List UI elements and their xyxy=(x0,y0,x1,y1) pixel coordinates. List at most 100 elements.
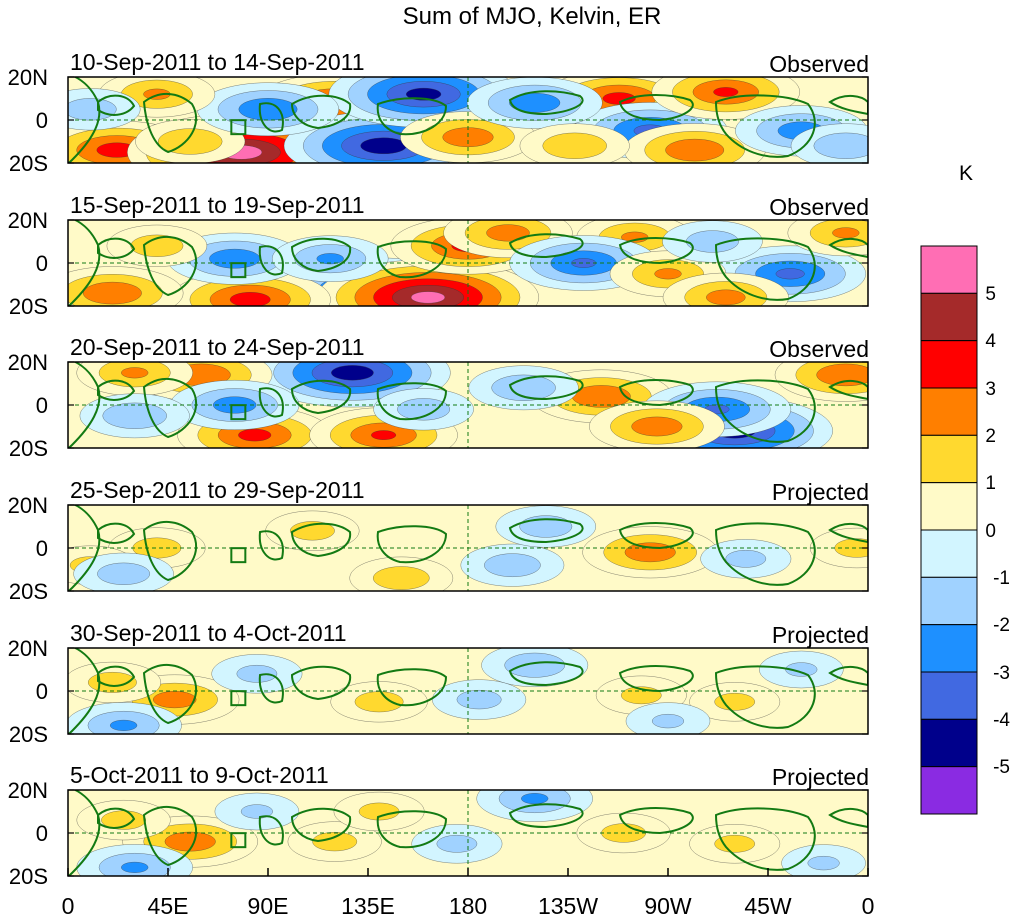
contour-fill xyxy=(491,374,556,401)
colorbar-swatch xyxy=(920,766,978,815)
colorbar-swatch xyxy=(920,434,978,484)
contour-fill xyxy=(312,832,358,852)
x-tick-label: 45W xyxy=(744,893,792,919)
y-tick-label: 20S xyxy=(9,579,48,604)
contour-fill xyxy=(238,98,298,121)
y-tick-label: 20S xyxy=(9,294,48,319)
y-tick-label: 0 xyxy=(36,536,48,561)
map-panel: 20N 0 20S 20-Sep-2011 to 24-Sep-2011 Observe… xyxy=(8,334,869,461)
y-tick-label: 20N xyxy=(8,636,48,661)
contour-fill xyxy=(229,292,271,306)
colorbar-swatch xyxy=(920,529,978,578)
panel-period-label: 5-Oct-2011 to 9-Oct-2011 xyxy=(70,762,329,788)
contour-fill xyxy=(240,804,273,819)
warm-anomaly xyxy=(400,111,536,163)
contour-fill xyxy=(209,248,261,269)
y-tick-label: 20S xyxy=(9,864,48,889)
contour-fill xyxy=(316,253,344,265)
figure-title: Sum of MJO, Kelvin, ER xyxy=(403,3,662,30)
contour-fill xyxy=(83,281,142,305)
reference-box xyxy=(230,404,247,421)
contour-fill xyxy=(371,430,397,440)
colorbar-level-label: -1 xyxy=(993,568,1010,589)
contour-fill xyxy=(164,831,216,852)
colorbar-level-label: 1 xyxy=(985,473,996,494)
cold-anomaly xyxy=(468,365,579,411)
warm-anomaly xyxy=(349,556,454,591)
warm-anomaly xyxy=(98,77,216,118)
warm-anomaly xyxy=(623,123,766,163)
contour-fill xyxy=(397,398,450,421)
cold-anomaly xyxy=(79,393,190,439)
colorbar-level-label: 2 xyxy=(985,426,996,447)
panel-status-label: Projected xyxy=(772,622,869,648)
y-tick-label: 20N xyxy=(8,493,48,518)
cold-anomaly xyxy=(211,654,303,694)
warm-anomaly xyxy=(287,821,382,862)
panel-status-label: Observed xyxy=(769,194,869,220)
y-tick-label: 0 xyxy=(36,251,48,276)
cold-anomaly xyxy=(625,702,711,734)
colorbar-swatch xyxy=(920,671,978,720)
y-tick-label: 0 xyxy=(36,821,48,846)
contour-fill xyxy=(102,402,167,429)
contour-fill xyxy=(88,672,137,693)
reference-box xyxy=(230,119,247,136)
contour-fill xyxy=(542,132,607,159)
contour-fill xyxy=(110,719,138,731)
cold-anomaly xyxy=(662,220,763,263)
panel-status-label: Projected xyxy=(772,479,869,505)
contour-fill xyxy=(665,138,725,162)
contour-fill xyxy=(236,665,278,683)
map-panel: 20N 0 20S 5-Oct-2011 to 9-Oct-2011 Projected xyxy=(8,762,869,889)
contour-fill xyxy=(153,691,197,709)
contour-fill xyxy=(521,793,549,805)
warm-anomaly xyxy=(68,266,184,306)
x-tick-label: 90W xyxy=(644,893,692,919)
colorbar: K 5 4 3 2 1 0 -1 -2 -3 -4 -5 xyxy=(920,162,1010,815)
warm-anomaly xyxy=(651,77,800,120)
contour-fill xyxy=(436,835,478,853)
colorbar-frame xyxy=(920,245,978,815)
contour-fill xyxy=(652,714,684,729)
contour-fill xyxy=(373,566,430,590)
contour-fill xyxy=(832,227,860,239)
panel-period-label: 20-Sep-2011 to 24-Sep-2011 xyxy=(70,334,365,360)
panel-period-label: 30-Sep-2011 to 4-Oct-2011 xyxy=(70,620,347,646)
colorbar-level-label: -5 xyxy=(993,757,1010,778)
cold-anomaly xyxy=(790,123,868,163)
reference-box xyxy=(230,690,247,707)
x-axis: 0 45E 90E 135E 180 135W 90W 45W 0 xyxy=(62,868,874,919)
contour-fill xyxy=(354,691,404,713)
cold-anomaly xyxy=(68,702,182,734)
y-tick-label: 20N xyxy=(8,778,48,803)
y-tick-label: 20S xyxy=(9,436,48,461)
panel-status-label: Observed xyxy=(769,336,869,362)
warm-anomaly xyxy=(265,510,360,551)
cold-anomaly xyxy=(73,552,174,591)
y-tick-label: 0 xyxy=(36,108,48,133)
colorbar-level-label: 3 xyxy=(985,379,996,400)
contour-fill xyxy=(504,652,565,678)
cold-anomaly xyxy=(411,824,503,864)
warm-anomaly xyxy=(519,123,630,163)
colorbar-level-label: -4 xyxy=(993,710,1010,731)
contour-fill xyxy=(631,416,683,437)
contour-fill xyxy=(410,291,446,304)
cold-anomaly xyxy=(373,388,474,431)
contour-fill xyxy=(602,92,636,105)
warm-anomaly xyxy=(333,791,425,832)
panel-group: 20N 0 20S 10-Sep-2011 to 14-Sep-2011 Observe… xyxy=(8,49,869,889)
map-panel: 20N 0 20S 15-Sep-2011 to 19-Sep-2011 Observe… xyxy=(8,192,869,319)
cold-anomaly xyxy=(481,648,589,687)
colorbar-level-label: -2 xyxy=(993,615,1010,636)
contour-fill xyxy=(158,128,223,155)
cold-anomaly xyxy=(432,679,527,720)
contour-fill xyxy=(97,562,150,585)
cold-anomaly xyxy=(68,88,141,131)
x-tick-label: 90E xyxy=(248,893,289,919)
warm-anomaly xyxy=(589,400,725,448)
cold-anomaly xyxy=(214,792,300,831)
contour-fill xyxy=(816,363,868,387)
contour-fill xyxy=(121,861,149,873)
